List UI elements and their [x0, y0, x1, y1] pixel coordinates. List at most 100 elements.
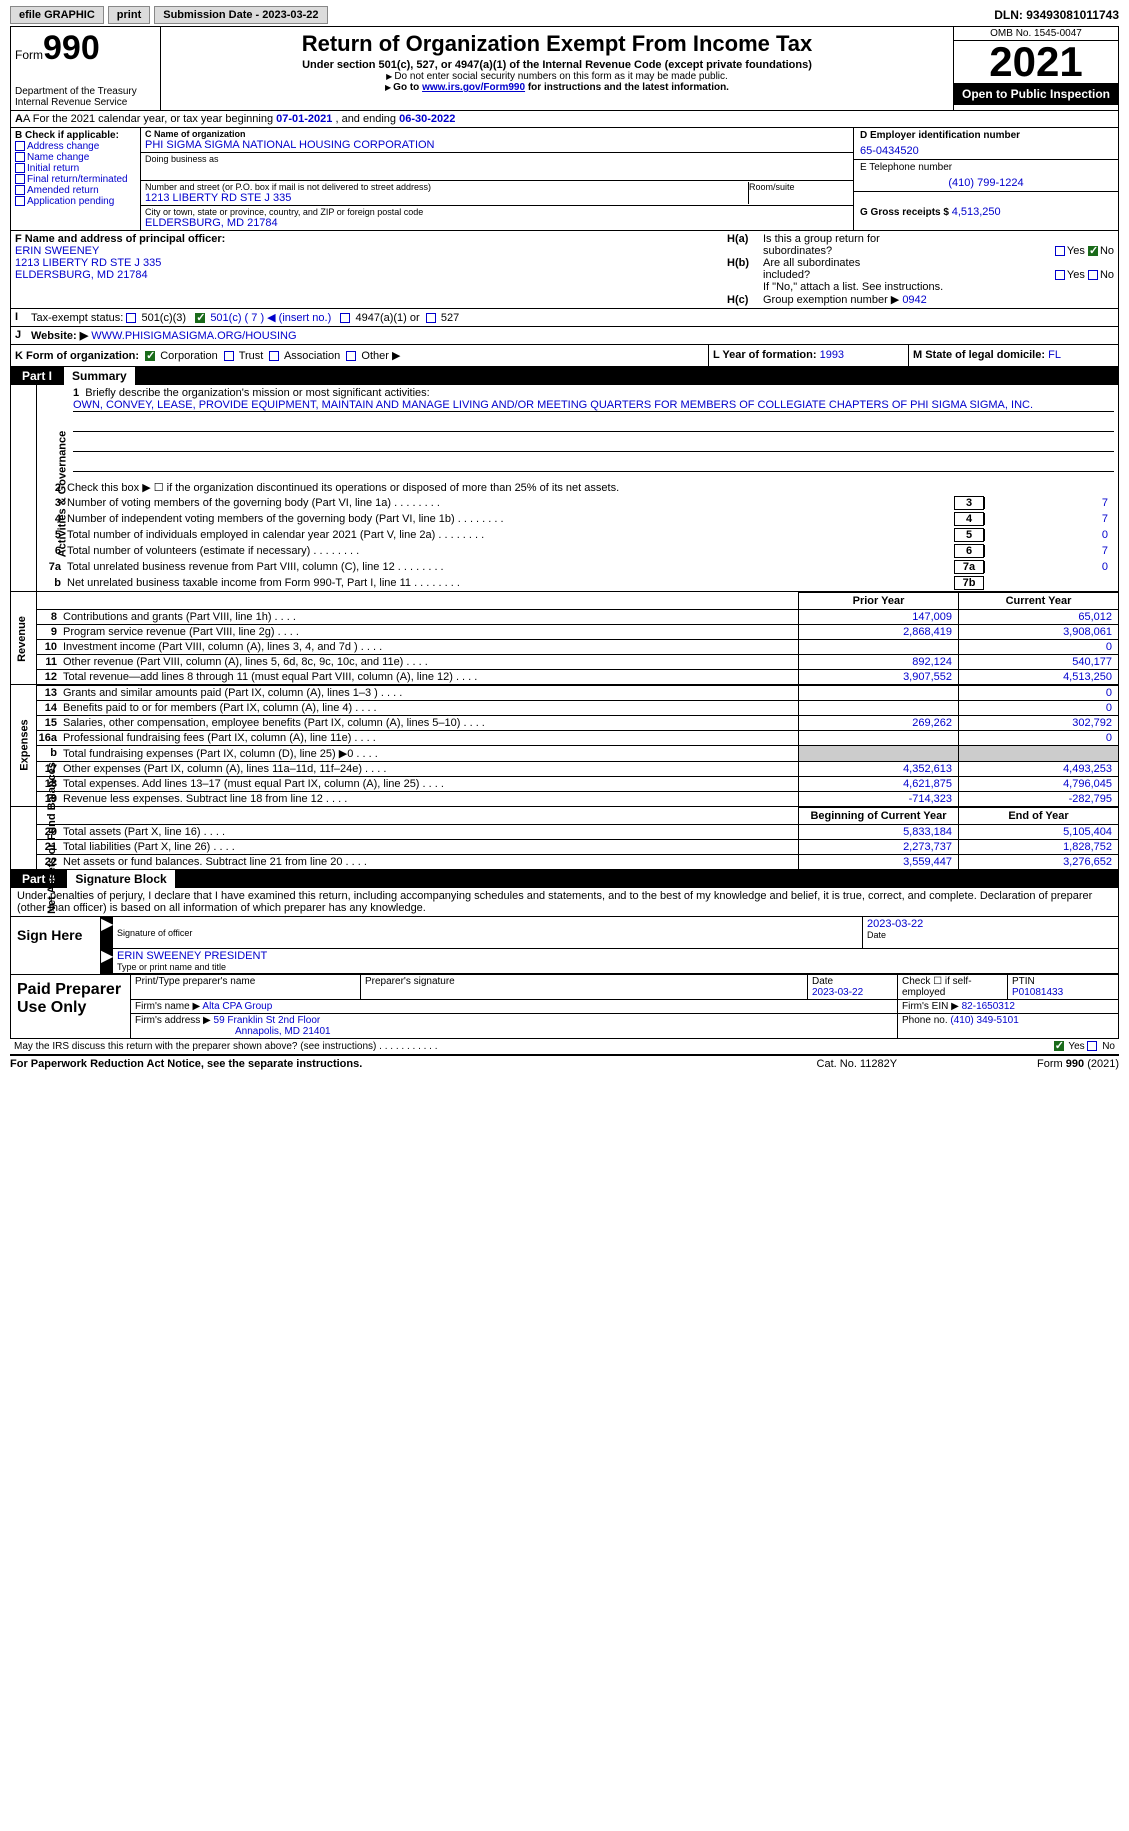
summary-row: 5Total number of individuals employed in…	[37, 527, 1118, 543]
sig-arrow-icon: ▶	[101, 949, 113, 973]
dln-text: DLN: 93493081011743	[994, 8, 1119, 22]
tax-year: 2021	[954, 41, 1118, 83]
data-row: 15Salaries, other compensation, employee…	[37, 715, 1118, 730]
line2-discontinued: Check this box ▶ ☐ if the organization d…	[67, 481, 1114, 494]
chk-trust[interactable]	[224, 351, 234, 361]
preparer-date: Date2023-03-22	[808, 975, 898, 999]
cat-number: Cat. No. 11282Y	[817, 1058, 898, 1070]
chk-other[interactable]	[346, 351, 356, 361]
efile-button[interactable]: efile GRAPHIC	[10, 6, 104, 24]
year-formation: L Year of formation: 1993	[708, 345, 908, 366]
state-domicile: M State of legal domicile: FL	[908, 345, 1118, 366]
irs-label: Internal Revenue Service	[15, 97, 156, 108]
public-inspection: Open to Public Inspection	[954, 83, 1118, 105]
dept-treasury: Department of the Treasury	[15, 86, 156, 97]
data-row: 8Contributions and grants (Part VIII, li…	[37, 609, 1118, 624]
data-row: 17Other expenses (Part IX, column (A), l…	[37, 761, 1118, 776]
summary-row: 3Number of voting members of the governi…	[37, 495, 1118, 511]
chk-initial-return[interactable]: Initial return	[15, 163, 136, 174]
begin-year-header: Beginning of Current Year	[798, 807, 958, 824]
chk-ha-no[interactable]	[1088, 246, 1098, 256]
data-row: 18Total expenses. Add lines 13–17 (must …	[37, 776, 1118, 791]
mission-label: Briefly describe the organization's miss…	[85, 387, 429, 399]
summary-row: 4Number of independent voting members of…	[37, 511, 1118, 527]
form-footer: Form 990 (2021)	[1037, 1058, 1119, 1070]
data-row: 20Total assets (Part X, line 16) . . . .…	[37, 824, 1118, 839]
irs-link[interactable]: www.irs.gov/Form990	[422, 82, 525, 93]
chk-final-return[interactable]: Final return/terminated	[15, 174, 136, 185]
data-row: 9Program service revenue (Part VIII, lin…	[37, 624, 1118, 639]
chk-501c[interactable]	[195, 313, 205, 323]
form-number: Form990	[15, 29, 156, 68]
data-row: 14Benefits paid to or for members (Part …	[37, 700, 1118, 715]
expenses-label: Expenses	[11, 685, 37, 806]
part2-header: Part II Signature Block	[10, 870, 1119, 888]
preparer-signature: Preparer's signature	[361, 975, 808, 999]
chk-application-pending[interactable]: Application pending	[15, 196, 136, 207]
data-row: 10Investment income (Part VIII, column (…	[37, 639, 1118, 654]
chk-hb-no[interactable]	[1088, 270, 1098, 280]
org-name-box: C Name of organization PHI SIGMA SIGMA N…	[141, 128, 853, 153]
goto-note: Go to www.irs.gov/Form990 for instructio…	[165, 82, 949, 93]
form-title: Return of Organization Exempt From Incom…	[165, 31, 949, 57]
data-row: 22Net assets or fund balances. Subtract …	[37, 854, 1118, 869]
chk-4947[interactable]	[340, 313, 350, 323]
prior-year-header: Prior Year	[798, 592, 958, 609]
discuss-preparer: May the IRS discuss this return with the…	[14, 1041, 1054, 1052]
chk-name-change[interactable]: Name change	[15, 152, 136, 163]
data-row: 16aProfessional fundraising fees (Part I…	[37, 730, 1118, 745]
chk-amended-return[interactable]: Amended return	[15, 185, 136, 196]
ein-box: D Employer identification number 65-0434…	[854, 128, 1118, 160]
data-row: bTotal fundraising expenses (Part IX, co…	[37, 745, 1118, 761]
chk-association[interactable]	[269, 351, 279, 361]
preparer-name: Print/Type preparer's name	[131, 975, 361, 999]
summary-row: 7aTotal unrelated business revenue from …	[37, 559, 1118, 575]
firm-address: Firm's address ▶ 59 Franklin St 2nd Floo…	[131, 1014, 898, 1038]
data-row: 19Revenue less expenses. Subtract line 1…	[37, 791, 1118, 806]
submission-date-button[interactable]: Submission Date - 2023-03-22	[154, 6, 327, 24]
address-box: Number and street (or P.O. box if mail i…	[141, 181, 853, 206]
chk-address-change[interactable]: Address change	[15, 141, 136, 152]
paperwork-notice: For Paperwork Reduction Act Notice, see …	[10, 1058, 817, 1070]
self-employed-check[interactable]: Check ☐ if self-employed	[898, 975, 1008, 999]
group-return-section: H(a) Is this a group return for subordin…	[723, 231, 1118, 308]
data-row: 11Other revenue (Part VIII, column (A), …	[37, 654, 1118, 669]
topbar: efile GRAPHIC print Submission Date - 20…	[10, 6, 1119, 24]
city-box: City or town, state or province, country…	[141, 206, 853, 230]
form-subtitle: Under section 501(c), 527, or 4947(a)(1)…	[165, 59, 949, 71]
ssn-note: Do not enter social security numbers on …	[165, 71, 949, 82]
data-row: 21Total liabilities (Part X, line 26) . …	[37, 839, 1118, 854]
current-year-header: Current Year	[958, 592, 1118, 609]
part1-header: Part I Summary	[10, 367, 1119, 385]
dba-box: Doing business as	[141, 153, 853, 181]
mission-text: OWN, CONVEY, LEASE, PROVIDE EQUIPMENT, M…	[73, 399, 1114, 412]
form-header: Form990 Department of the Treasury Inter…	[10, 26, 1119, 111]
print-button[interactable]: print	[108, 6, 150, 24]
chk-501c3[interactable]	[126, 313, 136, 323]
activities-governance-label: Activities & Governance	[11, 385, 37, 591]
row-a-tax-year: AA For the 2021 calendar year, or tax ye…	[10, 111, 1119, 128]
firm-ein: Firm's EIN ▶ 82-1650312	[898, 1000, 1118, 1013]
chk-discuss-yes[interactable]	[1054, 1041, 1064, 1051]
chk-discuss-no[interactable]	[1087, 1041, 1097, 1051]
form-organization: K Form of organization: Corporation Trus…	[11, 345, 708, 366]
paid-preparer-label: Paid Preparer Use Only	[11, 975, 131, 1038]
gross-receipts-box: G Gross receipts $ 4,513,250	[854, 192, 1118, 220]
sig-date: 2023-03-22Date	[862, 917, 1118, 948]
firm-name: Firm's name ▶ Alta CPA Group	[131, 1000, 898, 1013]
chk-corporation[interactable]	[145, 351, 155, 361]
ptin: PTINP01081433	[1008, 975, 1118, 999]
perjury-declaration: Under penalties of perjury, I declare th…	[11, 888, 1118, 917]
chk-527[interactable]	[426, 313, 436, 323]
column-b-checkboxes: B Check if applicable: Address change Na…	[11, 128, 141, 230]
revenue-label: Revenue	[11, 592, 37, 684]
data-row: 13Grants and similar amounts paid (Part …	[37, 685, 1118, 700]
chk-hb-yes[interactable]	[1055, 270, 1065, 280]
end-year-header: End of Year	[958, 807, 1118, 824]
net-assets-label: Net Assets or Fund Balances	[11, 807, 37, 869]
officer-name-title: ERIN SWEENEY PRESIDENTType or print name…	[113, 949, 1118, 973]
chk-ha-yes[interactable]	[1055, 246, 1065, 256]
summary-row: bNet unrelated business taxable income f…	[37, 575, 1118, 591]
summary-row: 6Total number of volunteers (estimate if…	[37, 543, 1118, 559]
website-row: Website: ▶ WWW.PHISIGMASIGMA.ORG/HOUSING	[27, 327, 1118, 344]
